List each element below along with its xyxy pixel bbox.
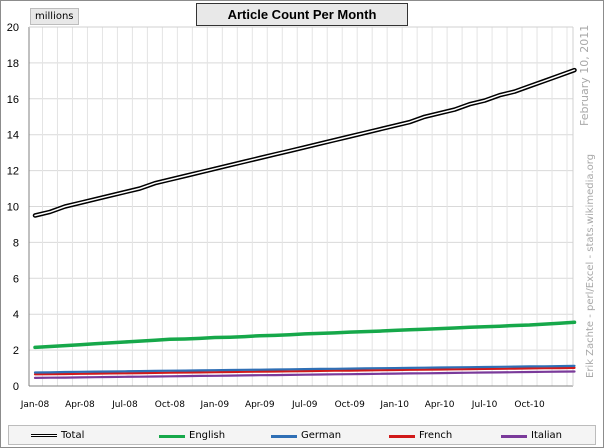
x-tick-label: Apr-10 <box>425 400 455 410</box>
chart-title: Article Count Per Month <box>196 3 408 26</box>
x-tick-label: Apr-09 <box>245 400 275 410</box>
y-tick-label: 6 <box>13 273 19 285</box>
x-tick-label: Oct-08 <box>155 400 186 410</box>
legend-item-italian: Italian <box>501 430 591 442</box>
legend-swatch-total <box>31 434 57 437</box>
x-tick-label: Jul-09 <box>291 400 318 410</box>
x-tick-label: Jan-08 <box>20 400 50 410</box>
legend-item-english: English <box>159 430 249 442</box>
date-annotation: February 10, 2011 <box>578 24 591 126</box>
y-tick-label: 0 <box>13 381 19 393</box>
x-tick-label: Apr-08 <box>65 400 95 410</box>
legend-label-italian: Italian <box>531 430 563 441</box>
series-line-italian <box>33 370 576 379</box>
legend-label-french: French <box>419 430 453 441</box>
y-tick-label: 20 <box>7 22 19 34</box>
legend-swatch-italian <box>501 435 527 438</box>
x-tick-label: Oct-09 <box>335 400 366 410</box>
y-tick-label: 4 <box>13 309 19 321</box>
series-line-french <box>33 366 576 376</box>
x-tick-label: Jan-09 <box>200 400 230 410</box>
credit-annotation: Erik Zachte - perl/Excel - stats.wikimed… <box>585 153 596 378</box>
legend-swatch-french <box>389 435 415 438</box>
y-tick-label: 10 <box>7 202 19 214</box>
series-line-german <box>33 364 576 374</box>
y-axis-unit-label: millions <box>30 8 79 25</box>
x-tick-label: Jan-10 <box>379 400 409 410</box>
legend-label-english: English <box>189 430 226 441</box>
legend-label-german: German <box>301 430 342 441</box>
x-tick-label: Jul-10 <box>471 400 498 410</box>
x-tick-label: Oct-10 <box>514 400 545 410</box>
legend-item-total: Total <box>31 430 121 442</box>
y-tick-label: 8 <box>13 237 19 249</box>
legend-swatch-english <box>159 435 185 438</box>
y-tick-label: 14 <box>7 130 19 142</box>
chart-legend: Total English German French Italian <box>8 425 596 445</box>
x-tick-label: Jul-08 <box>111 400 138 410</box>
series-line-english <box>33 320 577 350</box>
y-tick-label: 16 <box>7 94 19 106</box>
legend-item-french: French <box>389 430 479 442</box>
legend-swatch-german <box>271 435 297 438</box>
y-tick-label: 18 <box>7 58 19 70</box>
series-line-total-inner <box>34 69 576 217</box>
legend-label-total: Total <box>61 430 85 441</box>
y-tick-label: 2 <box>13 345 19 357</box>
y-tick-label: 12 <box>7 166 19 178</box>
legend-item-german: German <box>271 430 361 442</box>
